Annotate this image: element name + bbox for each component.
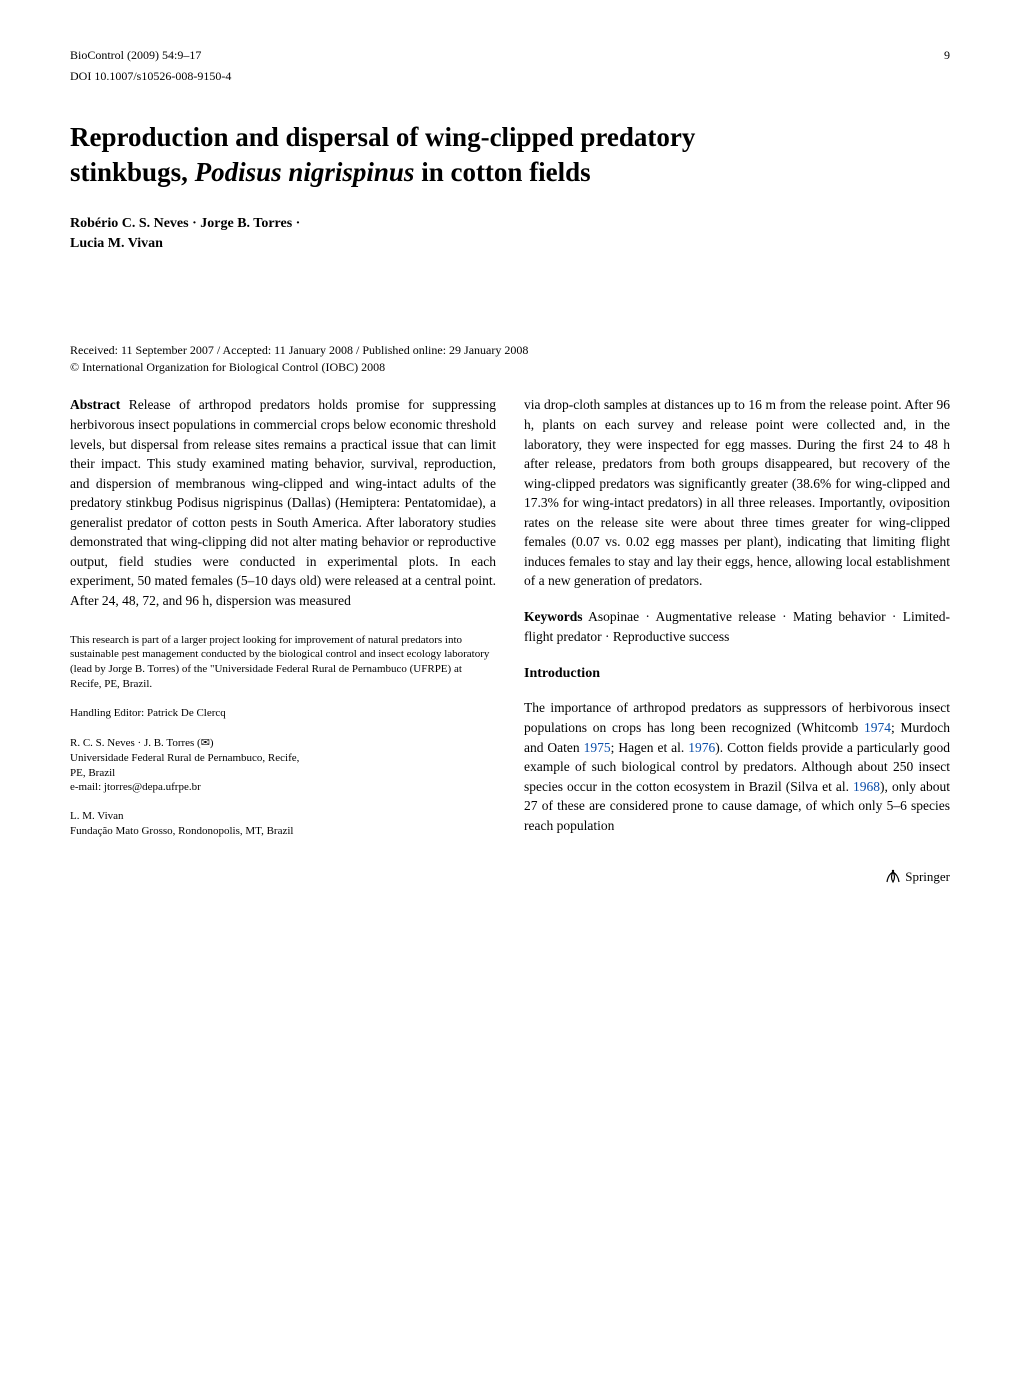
title-line2-suffix: in cotton fields <box>414 157 590 187</box>
title-line2-prefix: stinkbugs, <box>70 157 195 187</box>
intro-paragraph-1: The importance of arthropod predators as… <box>524 698 950 835</box>
citation-year-4[interactable]: 1968 <box>853 779 880 794</box>
abstract-text-left: Release of arthropod predators holds pro… <box>70 397 496 608</box>
citation-year-3[interactable]: 1976 <box>688 740 715 755</box>
author-list: Robério C. S. Neves · Jorge B. Torres · … <box>70 214 950 253</box>
affiliation-2: L. M. Vivan Fundação Mato Grosso, Rondon… <box>70 809 496 839</box>
page-number: 9 <box>944 48 950 63</box>
abstract-label: Abstract <box>70 397 120 412</box>
springer-icon <box>884 867 902 889</box>
article-dates: Received: 11 September 2007 / Accepted: … <box>70 343 950 358</box>
authors-line2: Lucia M. Vivan <box>70 236 163 251</box>
affil1-authors: R. C. S. Neves · J. B. Torres (✉) <box>70 737 214 749</box>
citation-year-2[interactable]: 1975 <box>584 740 611 755</box>
right-column: via drop-cloth samples at distances up t… <box>524 395 950 839</box>
citation-year-1[interactable]: 1974 <box>864 720 891 735</box>
copyright: © International Organization for Biologi… <box>70 360 950 375</box>
intro-text-c: ; Hagen et al. <box>611 740 689 755</box>
abstract-paragraph: Abstract Release of arthropod predators … <box>70 395 496 610</box>
affil1-location: PE, Brazil <box>70 767 115 779</box>
abstract-continuation: via drop-cloth samples at distances up t… <box>524 395 950 591</box>
research-note: This research is part of a larger projec… <box>70 633 496 692</box>
affil2-author: L. M. Vivan <box>70 810 124 822</box>
affiliation-1: R. C. S. Neves · J. B. Torres (✉) Univer… <box>70 736 496 795</box>
authors-line1: Robério C. S. Neves · Jorge B. Torres · <box>70 216 300 231</box>
affil2-institution: Fundação Mato Grosso, Rondonopolis, MT, … <box>70 825 293 837</box>
left-column: Abstract Release of arthropod predators … <box>70 395 496 839</box>
journal-reference: BioControl (2009) 54:9–17 <box>70 48 201 63</box>
introduction-heading: Introduction <box>524 664 950 684</box>
affil1-institution: Universidade Federal Rural de Pernambuco… <box>70 752 299 764</box>
publisher-name: Springer <box>905 869 950 884</box>
article-title: Reproduction and dispersal of wing-clipp… <box>70 120 950 190</box>
title-line1: Reproduction and dispersal of wing-clipp… <box>70 122 695 152</box>
doi: DOI 10.1007/s10526-008-9150-4 <box>70 69 950 84</box>
keywords-paragraph: Keywords Asopinae · Augmentative release… <box>524 607 950 646</box>
handling-editor: Handling Editor: Patrick De Clercq <box>70 706 496 722</box>
page-footer: Springer <box>70 867 950 889</box>
affil1-email: e-mail: jtorres@depa.ufrpe.br <box>70 781 201 793</box>
keywords-text: Asopinae · Augmentative release · Mating… <box>524 609 950 644</box>
keywords-label: Keywords <box>524 609 583 624</box>
title-species: Podisus nigrispinus <box>195 157 415 187</box>
